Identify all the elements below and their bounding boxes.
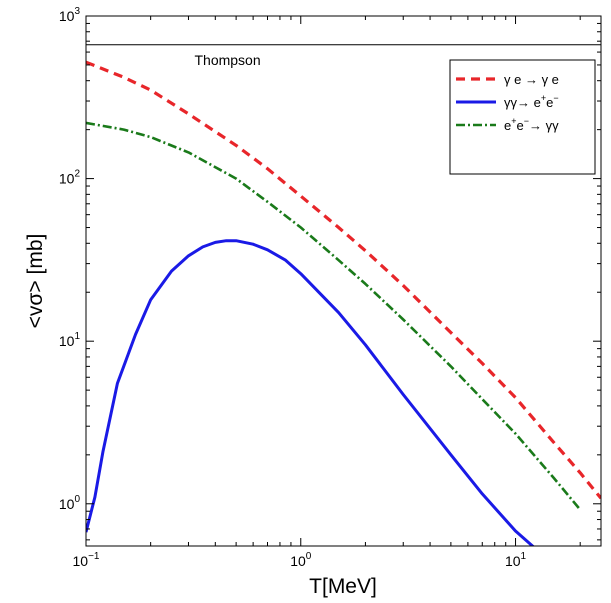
legend-label-2-part-0: e — [504, 118, 511, 133]
legend-label-1-part-3: − — [553, 93, 558, 103]
x-tick-label-0-exp: −1 — [88, 551, 100, 562]
annotations-group: Thompson — [194, 52, 260, 68]
legend-label-1-part-2: e — [546, 95, 553, 110]
legend-label-0: γ e → γ e — [504, 72, 559, 87]
series-line-0 — [86, 60, 601, 500]
legend-label-2-part-3: − — [524, 116, 529, 126]
x-tick-label-2: 101 — [505, 551, 527, 569]
data-series-group — [86, 60, 601, 546]
series-line-1 — [86, 239, 535, 546]
x-tick-label-1: 100 — [290, 551, 312, 569]
x-tick-label-0-base: 10 — [73, 553, 89, 569]
series-line-2 — [86, 121, 582, 511]
y-tick-label-1-exp: 1 — [74, 331, 80, 342]
legend-label-1: γγ→ e+e− — [504, 93, 559, 110]
y-tick-label-2: 102 — [59, 169, 81, 187]
legend-label-2: e+e−→ γγ — [504, 116, 559, 133]
y-tick-label-3: 103 — [59, 6, 81, 24]
y-tick-label-1: 101 — [59, 331, 81, 349]
plot-frame — [85, 15, 602, 547]
legend-label-2-part-2: e — [517, 118, 524, 133]
x-tick-label-2-exp: 1 — [521, 551, 527, 562]
y-tick-label-1-base: 10 — [59, 333, 75, 349]
x-tick-label-1-base: 10 — [290, 553, 306, 569]
y-tick-label-2-base: 10 — [59, 171, 75, 187]
x-tick-label-2-base: 10 — [505, 553, 521, 569]
y-tick-label-0: 100 — [59, 494, 81, 512]
legend-label-2-part-4: → γγ — [529, 118, 559, 133]
legend: γ e → γ eγγ→ e+e−e+e−→ γγ — [449, 59, 596, 175]
y-axis-title: <vσ> [mb] — [24, 234, 47, 329]
y-tick-label-0-exp: 0 — [74, 494, 80, 505]
y-tick-label-3-base: 10 — [59, 8, 75, 24]
y-tick-label-0-base: 10 — [59, 496, 75, 512]
legend-label-2-part-1: + — [511, 116, 516, 126]
y-tick-label-2-exp: 2 — [74, 169, 80, 180]
x-axis-title: T[MeV] — [309, 575, 377, 598]
y-tick-label-3-exp: 3 — [74, 6, 80, 17]
legend-label-0-part-0: γ e → γ e — [504, 72, 559, 87]
legend-label-1-part-0: γγ→ e — [504, 95, 541, 110]
legend-label-1-part-1: + — [541, 93, 546, 103]
x-tick-label-1-exp: 0 — [306, 551, 312, 562]
x-tick-label-0: 10−1 — [73, 551, 100, 569]
annotation-0: Thompson — [194, 52, 260, 68]
